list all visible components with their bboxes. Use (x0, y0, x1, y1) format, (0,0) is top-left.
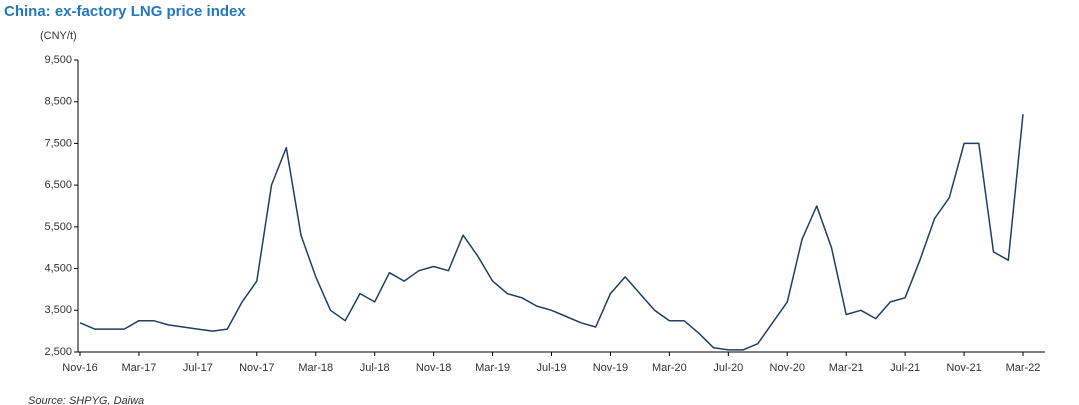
x-tick-label: Jul-18 (360, 362, 390, 374)
y-tick-label: 7,500 (44, 137, 72, 149)
x-tick-label: Mar-17 (122, 362, 157, 374)
x-tick-label: Jul-19 (537, 362, 567, 374)
y-tick-label: 3,500 (44, 304, 72, 316)
x-tick-label: Nov-17 (239, 362, 274, 374)
y-tick-label: 8,500 (44, 96, 72, 108)
x-tick-label: Jul-17 (183, 362, 213, 374)
x-tick-label: Jul-20 (713, 362, 743, 374)
y-tick-label: 6,500 (44, 179, 72, 191)
y-tick-label: 2,500 (44, 346, 72, 358)
y-tick-label: 5,500 (44, 221, 72, 233)
x-tick-label: Nov-21 (946, 362, 981, 374)
y-axis-label: (CNY/t) (40, 30, 77, 42)
x-tick-label: Mar-22 (1006, 362, 1041, 374)
y-tick-label: 9,500 (44, 54, 72, 66)
chart-title: China: ex-factory LNG price index (4, 3, 246, 20)
x-tick-label: Nov-16 (62, 362, 97, 374)
x-tick-label: Mar-18 (298, 362, 333, 374)
x-tick-label: Mar-19 (475, 362, 510, 374)
y-tick-label: 4,500 (44, 262, 72, 274)
x-tick-label: Mar-21 (829, 362, 864, 374)
x-tick-label: Nov-20 (770, 362, 805, 374)
source-note: Source: SHPYG, Daiwa (28, 395, 144, 405)
price-line (79, 114, 1024, 351)
x-tick-label: Mar-20 (652, 362, 687, 374)
x-tick-label: Jul-21 (890, 362, 920, 374)
x-tick-label: Nov-18 (416, 362, 451, 374)
x-tick-label: Nov-19 (593, 362, 628, 374)
